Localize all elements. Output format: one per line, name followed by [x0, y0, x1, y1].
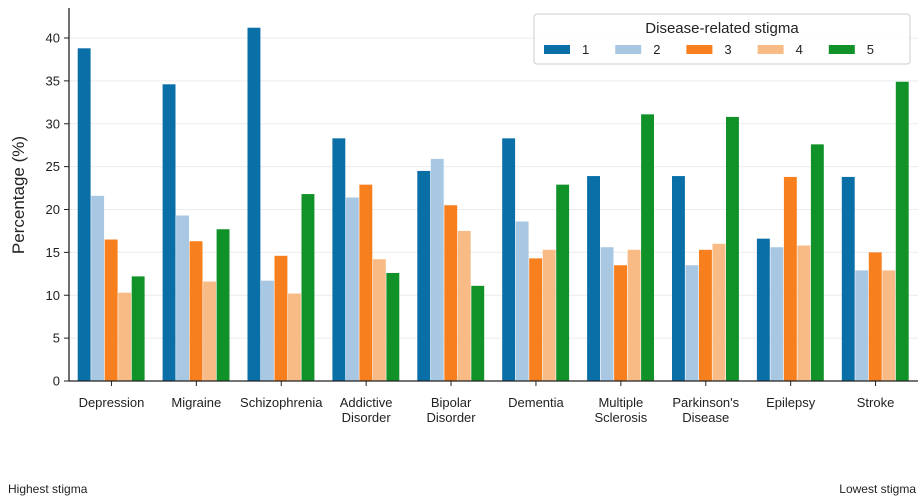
y-tick-label: 40 — [46, 31, 60, 46]
bar-series-4 — [457, 230, 471, 381]
legend-swatch-2 — [615, 45, 642, 54]
bar-series-2 — [261, 280, 274, 381]
x-tick-label: Disorder — [426, 410, 476, 425]
bar-series-3 — [104, 239, 118, 381]
bar-series-3 — [614, 265, 627, 381]
bar-series-3 — [274, 255, 288, 381]
bar-series-3 — [189, 241, 203, 381]
bar-series-5 — [641, 114, 654, 381]
y-tick-label: 0 — [53, 374, 60, 389]
bar-series-5 — [810, 144, 824, 381]
bar-series-1 — [587, 176, 600, 381]
legend-label-4: 4 — [796, 42, 803, 57]
bar-series-1 — [756, 238, 770, 381]
x-tick-label: Disorder — [342, 410, 392, 425]
bar-series-1 — [841, 176, 855, 381]
bar-series-1 — [417, 170, 431, 381]
bar-series-2 — [770, 247, 784, 381]
bar-series-4 — [203, 281, 216, 381]
x-tick-label: Schizophrenia — [240, 395, 323, 410]
y-tick-label: 25 — [46, 159, 60, 174]
bar-series-2 — [685, 265, 699, 381]
x-tick-label: Epilepsy — [766, 395, 816, 410]
bar-series-2 — [855, 270, 869, 381]
legend-swatch-5 — [828, 45, 855, 54]
legend-label-5: 5 — [867, 42, 874, 57]
bar-series-2 — [600, 247, 614, 381]
bar-series-1 — [502, 138, 516, 381]
bar-series-3 — [783, 176, 797, 381]
y-axis-title: Percentage (%) — [9, 136, 28, 254]
x-tick-label: Stroke — [857, 395, 895, 410]
legend: Disease-related stigma 1 2 3 4 5 — [533, 13, 911, 65]
bar-series-4 — [288, 293, 301, 381]
bar-series-1 — [332, 138, 346, 381]
legend-label-2: 2 — [653, 42, 660, 57]
x-axis: Depression Migraine Schizophrenia Addictive… — [69, 380, 918, 425]
y-tick-label: 20 — [46, 202, 60, 217]
bar-series-5 — [471, 285, 485, 381]
bar-series-1 — [77, 48, 91, 382]
bar-series-5 — [726, 116, 739, 382]
legend-swatch-3 — [686, 45, 713, 54]
bar-series-4 — [542, 249, 556, 381]
legend-swatch-1 — [544, 45, 570, 54]
bar-series-3 — [529, 258, 543, 381]
bar-series-4 — [118, 292, 132, 381]
bar-series-4 — [797, 245, 811, 381]
x-tick-label: Parkinson's — [672, 395, 739, 410]
bar-series-3 — [359, 184, 373, 381]
bar-series-5 — [386, 272, 400, 381]
bar-series-3 — [868, 252, 882, 381]
legend-label-3: 3 — [724, 42, 731, 57]
x-tick-label: Multiple — [598, 395, 643, 410]
y-tick-label: 10 — [46, 288, 60, 303]
bar-series-3 — [444, 205, 458, 381]
bar-series-4 — [627, 249, 641, 381]
bar-series-2 — [176, 215, 189, 381]
highest-stigma-note: Highest stigma — [8, 482, 88, 496]
bar-series-4 — [882, 270, 896, 381]
x-tick-label: Disease — [682, 410, 729, 425]
legend-title: Disease-related stigma — [645, 20, 799, 37]
bar-series-1 — [162, 84, 176, 381]
bar-series-2 — [515, 221, 529, 381]
bar-series-4 — [712, 243, 726, 381]
bar-series-5 — [216, 229, 230, 381]
y-tick-label: 15 — [46, 245, 60, 260]
y-axis: 0 5 10 15 20 25 30 35 40 — [46, 8, 70, 389]
bar-series-2 — [430, 158, 444, 381]
bar-series-5 — [131, 276, 145, 381]
bar-series-1 — [247, 27, 261, 381]
bar-series-5 — [301, 194, 315, 381]
bar-series-4 — [372, 259, 386, 381]
bar-series-2 — [345, 197, 359, 381]
bar-series-5 — [556, 184, 570, 381]
bars — [77, 27, 909, 382]
y-tick-label: 35 — [46, 73, 60, 88]
x-tick-label: Migraine — [171, 395, 221, 410]
x-tick-label: Addictive — [340, 395, 393, 410]
bar-series-1 — [672, 176, 685, 381]
bar-series-2 — [91, 195, 105, 381]
x-tick-label: Sclerosis — [594, 410, 647, 425]
lowest-stigma-note: Lowest stigma — [839, 482, 916, 496]
legend-label-1: 1 — [582, 42, 589, 57]
x-tick-label: Bipolar — [431, 395, 472, 410]
y-tick-label: 30 — [46, 116, 60, 131]
y-tick-label: 5 — [53, 331, 60, 346]
bar-series-3 — [699, 249, 712, 381]
legend-swatch-4 — [757, 45, 784, 54]
bar-series-5 — [895, 81, 909, 382]
x-tick-label: Depression — [79, 395, 145, 410]
x-tick-label: Dementia — [508, 395, 564, 410]
